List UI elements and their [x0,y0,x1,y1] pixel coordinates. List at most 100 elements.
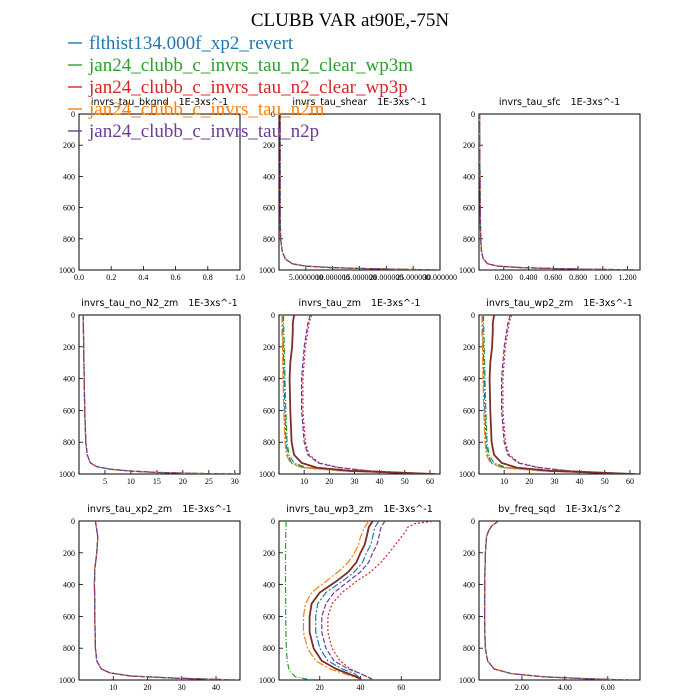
series-line-3 [302,315,436,474]
panel-2: invrs_tau_shear 1E-3xs^-1 0 200 400 600 800 100… [259,97,457,282]
series-line-1 [82,315,235,474]
panel-7: invrs_tau_xp2_zm 1E-3xs^-1 0 200 400 600 800 10… [59,504,241,692]
y-tick-label: 600 [63,406,75,415]
legend-label: jan24_clubb_c_invrs_tau_n2_clear_wp3p [88,77,408,98]
series-line-5 [93,521,237,680]
y-tick-label: 1000 [59,470,75,479]
series-line-4 [479,114,640,270]
x-tick-label: 40 [212,683,220,692]
legend-item: jan24_clubb_c_invrs_tau_n2_clear_wp3p [68,77,408,98]
x-tick-label: 0.400 [520,273,538,282]
y-tick-label: 1000 [259,470,275,479]
x-tick-label: 20 [179,477,187,486]
y-tick-label: 0 [471,110,475,119]
x-tick-label: 40 [357,683,365,692]
y-tick-label: 800 [263,235,275,244]
y-tick-label: 800 [463,644,475,653]
legend-label: jan24_clubb_c_invrs_tau_n2_clear_wp3m [88,55,413,76]
y-tick-label: 800 [263,438,275,447]
y-tick-label: 200 [463,343,475,352]
x-tick-label: 1.000 [594,273,612,282]
panel-units: 1E-3xs^-1 [371,298,421,309]
y-tick-label: 600 [63,204,75,213]
series-line-5 [501,315,636,474]
plot-frame [78,520,241,681]
y-tick-label: 1000 [459,676,475,685]
x-tick-label: 20 [325,477,333,486]
series-group [284,521,436,680]
y-tick-label: 1000 [59,676,75,685]
x-tick-label: 60 [426,477,434,486]
y-tick-label: 400 [463,581,475,590]
y-tick-label: 400 [63,375,75,384]
x-tick-label: 0.8 [203,273,213,282]
figure-title: CLUBB VAR at90E,-75N [251,10,450,31]
y-tick-label: 800 [63,644,75,653]
series-line-3 [484,521,630,680]
y-tick-label: 400 [263,581,275,590]
x-tick-label: 4.00 [558,683,572,692]
x-tick-label: 10 [300,477,308,486]
legend-item: flthist134.000f_xp2_revert [68,33,294,54]
x-tick-label: 30 [350,477,358,486]
y-tick-label: 200 [63,141,75,150]
panel-var-name: invrs_tau_bkgnd [91,97,169,108]
panel-var-name: invrs_tau_wp3_zm [286,504,373,515]
series-line-5 [301,315,436,474]
x-tick-label: 30 [231,477,239,486]
series-group [93,521,237,680]
series-line-2 [479,114,640,270]
x-tick-label: 0.6 [171,273,181,282]
y-tick-label: 200 [463,141,475,150]
panels-layer: invrs_tau_bkgnd 1E-3xs^-10200400600800100… [59,97,641,692]
x-tick-label: 20 [525,477,533,486]
x-tick-label: 15 [153,477,161,486]
x-tick-label: 5.0000000 [289,273,323,282]
y-tick-label: 200 [263,141,275,150]
panel-title: invrs_tau_no_N2_zm 1E-3xs^-1 [81,298,237,309]
y-tick-label: 0 [471,517,475,526]
panel-units: 1E-3xs^-1 [179,97,229,108]
x-tick-label: 10 [109,683,117,692]
panel-units: 1E-3xs^-1 [383,504,433,515]
x-tick-label: 60 [397,683,405,692]
series-line-5 [321,521,386,680]
panel-var-name: invrs_tau_xp2_zm [87,504,172,515]
panel-title: bv_freq_sqd 1E-3x1/s^2 [498,504,620,515]
series-line-5 [484,521,630,680]
x-tick-label: 40 [576,477,584,486]
plot-frame [278,520,441,681]
x-tick-label: 10 [500,477,508,486]
series-line-2 [93,521,237,680]
panel-var-name: bv_freq_sqd [498,504,555,515]
x-tick-label: 40 [376,477,384,486]
series-line-3 [502,315,636,474]
x-tick-label: 0.0 [74,273,84,282]
y-tick-label: 600 [63,612,75,621]
panel-6: invrs_tau_wp2_zm 1E-3xs^-1 0 200 400 600 800 10… [459,298,641,486]
panel-title: invrs_tau_xp2_zm 1E-3xs^-1 [87,504,231,515]
panel-units: 1E-3x1/s^2 [565,504,620,515]
x-tick-label: 0.4 [138,273,148,282]
x-tick-label: 20.000000 [369,273,403,282]
y-tick-label: 400 [63,172,75,181]
panel-5: invrs_tau_zm 1E-3xs^-1 0 200 400 600 800 1000 10… [259,298,441,486]
series-line-3 [327,521,436,680]
panel-title: invrs_tau_shear 1E-3xs^-1 [292,97,426,108]
x-tick-label: 30.000000 [423,273,457,282]
plot-frame [78,314,241,475]
plot-frame [278,314,441,475]
y-tick-label: 1000 [459,266,475,275]
panel-title: invrs_tau_bkgnd 1E-3xs^-1 [91,97,228,108]
x-tick-label: 1.0 [235,273,245,282]
x-tick-label: 25.000000 [396,273,430,282]
x-tick-label: 20 [316,683,324,692]
series-line-3 [479,114,640,270]
series-group [481,315,636,474]
series-group [281,315,436,474]
y-tick-label: 0 [271,110,275,119]
x-tick-label: 15.000000 [343,273,377,282]
y-tick-label: 600 [263,406,275,415]
x-tick-label: 25 [205,477,213,486]
series-line-4 [484,521,630,680]
